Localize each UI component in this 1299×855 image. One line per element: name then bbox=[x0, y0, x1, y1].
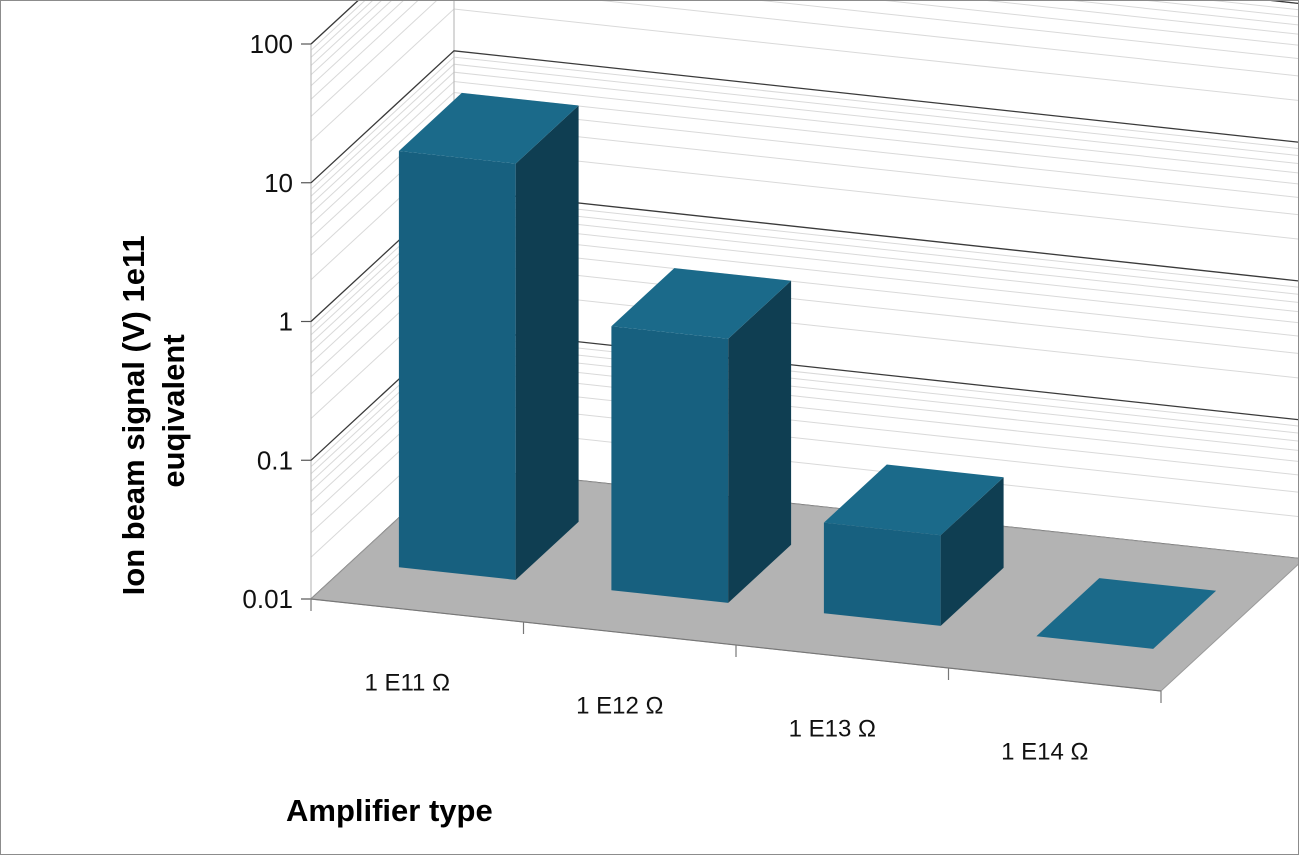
minor-gridline bbox=[310, 1, 1298, 58]
major-gridline bbox=[310, 50, 1298, 184]
y-tick-label: 100 bbox=[250, 29, 293, 59]
bars bbox=[398, 92, 1217, 649]
bar-front-face bbox=[398, 151, 516, 580]
y-tick-labels: 100 10 1 0.1 0.01 bbox=[242, 29, 293, 614]
minor-gridline bbox=[310, 1, 1298, 87]
y-tick-label: 10 bbox=[264, 168, 293, 198]
x-axis-title: Amplifier type bbox=[286, 793, 493, 828]
bar-top-face bbox=[823, 464, 1004, 536]
minor-gridline bbox=[310, 1, 1298, 100]
x-category-label: 1 E13 Ω bbox=[789, 716, 876, 743]
y-axis-title-line-1: Ion beam signal (V) 1e11 bbox=[116, 235, 151, 595]
bar-front-face bbox=[823, 522, 941, 626]
wall-outline bbox=[310, 1, 1298, 599]
minor-gridline bbox=[310, 1, 1298, 66]
x-category-labels: 1 E11 Ω 1 E12 Ω 1 E13 Ω 1 E14 Ω bbox=[364, 670, 1088, 766]
bar-side-face bbox=[515, 105, 579, 580]
bar-top-face bbox=[398, 92, 579, 164]
x-category-label: 1 E14 Ω bbox=[1001, 739, 1088, 766]
bar bbox=[823, 464, 1004, 626]
bar-top-face bbox=[611, 268, 792, 339]
bar bbox=[1036, 578, 1217, 649]
bar bbox=[398, 92, 579, 580]
minor-gridline bbox=[310, 1, 1298, 117]
minor-gridline bbox=[310, 1, 1298, 51]
bar-top-face bbox=[1036, 578, 1217, 649]
x-category-label: 1 E12 Ω bbox=[576, 693, 663, 720]
minor-gridline bbox=[310, 1, 1298, 76]
y-axis-title-line-2: euqivalent bbox=[156, 334, 191, 487]
bar-side-face bbox=[728, 280, 792, 603]
bar-side-face bbox=[940, 477, 1004, 626]
y-tick-label: 0.1 bbox=[257, 445, 293, 475]
bar bbox=[611, 268, 792, 603]
y-tick-label: 0.01 bbox=[242, 584, 293, 614]
bar-front-face bbox=[611, 326, 729, 603]
y-axis-title: Ion beam signal (V) 1e11 euqivalent bbox=[116, 227, 191, 596]
x-category-label: 1 E11 Ω bbox=[364, 670, 450, 697]
y-tick-label: 1 bbox=[279, 307, 293, 337]
